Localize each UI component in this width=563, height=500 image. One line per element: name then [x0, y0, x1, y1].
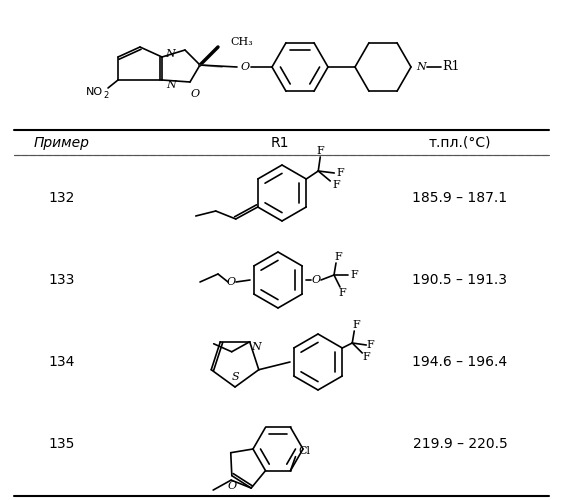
Text: F: F — [367, 340, 374, 350]
Text: 135: 135 — [49, 437, 75, 451]
Text: NO: NO — [86, 87, 102, 97]
Text: т.пл.(°С): т.пл.(°С) — [429, 136, 491, 150]
Text: N: N — [165, 49, 175, 59]
Text: O: O — [226, 277, 235, 287]
Text: 132: 132 — [49, 191, 75, 205]
Text: Пример: Пример — [34, 136, 90, 150]
Text: F: F — [316, 146, 324, 156]
Text: F: F — [363, 352, 370, 362]
Text: 2: 2 — [104, 92, 109, 100]
Text: N: N — [251, 342, 261, 352]
Text: F: F — [334, 252, 342, 262]
Text: 185.9 – 187.1: 185.9 – 187.1 — [413, 191, 508, 205]
Text: F: F — [352, 320, 360, 330]
Text: F: F — [338, 288, 346, 298]
Text: F: F — [332, 180, 340, 190]
Text: O: O — [190, 89, 199, 99]
Text: 190.5 – 191.3: 190.5 – 191.3 — [413, 273, 507, 287]
Text: 134: 134 — [49, 355, 75, 369]
Text: N: N — [166, 80, 176, 90]
Text: O: O — [311, 275, 320, 285]
Text: 219.9 – 220.5: 219.9 – 220.5 — [413, 437, 507, 451]
Text: 133: 133 — [49, 273, 75, 287]
Text: 194.6 – 196.4: 194.6 – 196.4 — [413, 355, 508, 369]
Text: O: O — [227, 480, 236, 490]
Text: S: S — [231, 372, 239, 382]
Text: O: O — [240, 62, 249, 72]
Text: CH₃: CH₃ — [230, 37, 253, 47]
Text: R1: R1 — [271, 136, 289, 150]
Text: N: N — [416, 62, 426, 72]
Text: R1: R1 — [443, 60, 460, 74]
Text: Cl: Cl — [298, 446, 311, 456]
Text: F: F — [350, 270, 358, 280]
Text: F: F — [336, 168, 344, 178]
